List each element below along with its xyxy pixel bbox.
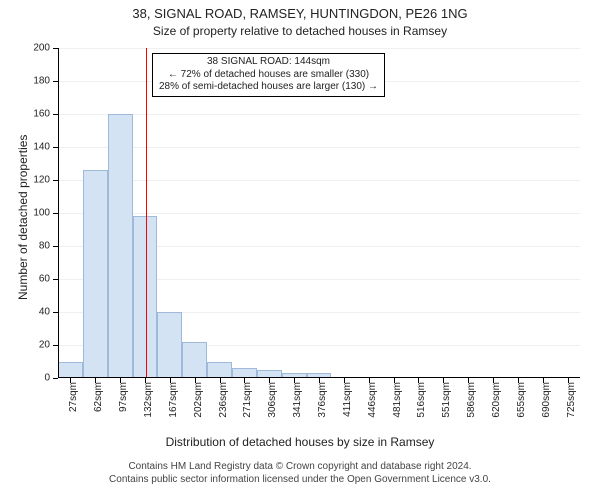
x-tick-label: 27sqm: [68, 382, 79, 412]
x-tick-label: 411sqm: [342, 382, 353, 417]
annotation-line-3: 28% of semi-detached houses are larger (…: [159, 81, 378, 94]
x-tick-label: 132sqm: [143, 382, 154, 418]
x-tick-label: 620sqm: [491, 382, 502, 418]
x-tick-label: 446sqm: [367, 382, 378, 418]
footer-line-2: Contains public sector information licen…: [0, 473, 600, 486]
annotation-box: 38 SIGNAL ROAD: 144sqm ← 72% of detached…: [152, 53, 385, 97]
y-tick-label: 140: [33, 142, 50, 153]
annotation-line-1: 38 SIGNAL ROAD: 144sqm: [159, 56, 378, 69]
y-tick-mark: [53, 378, 58, 379]
x-tick-label: 97sqm: [118, 382, 129, 412]
x-tick-label: 271sqm: [242, 382, 253, 418]
x-tick-label: 306sqm: [267, 382, 278, 418]
x-tick-label: 725sqm: [566, 382, 577, 418]
y-tick-label: 100: [33, 208, 50, 219]
x-tick-label: 167sqm: [168, 382, 179, 418]
y-tick-label: 20: [39, 340, 50, 351]
x-ticks: 27sqm62sqm97sqm132sqm167sqm202sqm236sqm2…: [58, 48, 580, 378]
x-axis-label: Distribution of detached houses by size …: [0, 435, 600, 449]
chart-container: 38, SIGNAL ROAD, RAMSEY, HUNTINGDON, PE2…: [0, 0, 600, 500]
page-title: 38, SIGNAL ROAD, RAMSEY, HUNTINGDON, PE2…: [0, 6, 600, 21]
x-tick-label: 376sqm: [317, 382, 328, 418]
y-tick-label: 0: [44, 373, 50, 384]
x-tick-label: 341sqm: [292, 382, 303, 418]
x-tick-label: 586sqm: [466, 382, 477, 418]
annotation-line-2: ← 72% of detached houses are smaller (33…: [159, 69, 378, 82]
x-tick-label: 551sqm: [441, 382, 452, 418]
x-tick-label: 202sqm: [193, 382, 204, 418]
x-tick-label: 236sqm: [218, 382, 229, 418]
y-tick-label: 60: [39, 274, 50, 285]
page-subtitle: Size of property relative to detached ho…: [0, 24, 600, 38]
x-tick-label: 62sqm: [93, 382, 104, 412]
y-tick-label: 180: [33, 76, 50, 87]
footer-line-1: Contains HM Land Registry data © Crown c…: [0, 460, 600, 473]
y-tick-label: 160: [33, 109, 50, 120]
x-tick-label: 690sqm: [541, 382, 552, 418]
y-tick-label: 200: [33, 43, 50, 54]
y-tick-label: 80: [39, 241, 50, 252]
plot-area: 020406080100120140160180200 27sqm62sqm97…: [58, 48, 580, 378]
y-tick-label: 120: [33, 175, 50, 186]
x-tick-label: 481sqm: [392, 382, 403, 418]
footer: Contains HM Land Registry data © Crown c…: [0, 460, 600, 486]
x-tick-label: 655sqm: [516, 382, 527, 418]
x-tick-label: 516sqm: [416, 382, 427, 418]
y-axis-label: Number of detached properties: [16, 135, 30, 300]
y-tick-label: 40: [39, 307, 50, 318]
